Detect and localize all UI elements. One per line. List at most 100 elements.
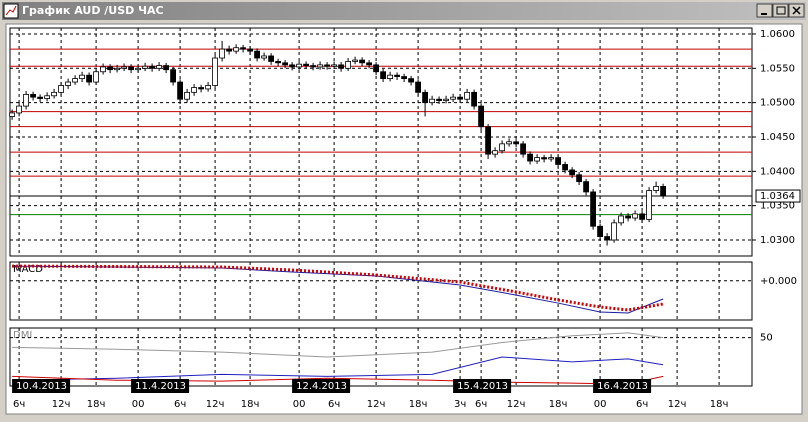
candle-body: [37, 96, 43, 99]
candle-body: [268, 55, 275, 62]
candle-body: [618, 215, 624, 224]
date-label-box: [593, 379, 652, 393]
candle-body: [548, 157, 554, 160]
chart-area: [5, 23, 803, 415]
minimize-button[interactable]: [756, 3, 773, 18]
indicator-title: DMI: [13, 330, 32, 341]
date-label-box: [292, 379, 351, 393]
x-tick-label: 6ч: [13, 399, 25, 410]
candle-body: [590, 191, 596, 227]
candle-body: [632, 213, 638, 219]
candle-body: [422, 91, 429, 104]
close-glyph: [792, 6, 801, 15]
indicator-title: MACD: [13, 264, 43, 275]
date-label: 15.4.2013: [457, 381, 508, 392]
candle-body: [352, 59, 359, 62]
candle-body: [401, 76, 408, 80]
candle-body: [16, 105, 23, 114]
indicator-line: [12, 356, 664, 381]
last-price-label: 1.0364: [760, 191, 795, 202]
x-tick-label: 18ч: [409, 399, 428, 410]
maximize-glyph: [776, 6, 786, 15]
candle-body: [394, 74, 401, 77]
x-tick-label: 00: [594, 399, 607, 410]
candle-body: [345, 61, 352, 69]
date-label: 12.4.2013: [296, 381, 347, 392]
indicator-line: [12, 332, 664, 358]
candle-body: [541, 157, 547, 160]
candle-body: [380, 71, 387, 80]
date-label: 16.4.2013: [597, 381, 648, 392]
candle-body: [142, 65, 149, 69]
candle-body: [30, 94, 37, 98]
candle-body: [338, 64, 345, 69]
window-title: График AUD /USD ЧАС: [22, 4, 164, 17]
candle-body: [58, 85, 64, 93]
candle-body: [408, 78, 415, 83]
y-tick-label: 1.0600: [760, 29, 795, 40]
candle-body: [359, 59, 366, 64]
candle-body: [324, 64, 331, 67]
maximize-button[interactable]: [772, 3, 789, 18]
candle-body: [226, 48, 233, 52]
candle-body: [604, 236, 610, 241]
candle-body: [520, 143, 526, 155]
window-buttons[interactable]: [756, 3, 805, 18]
candle-body: [527, 153, 533, 162]
candle-body: [170, 69, 177, 83]
date-label-box: [453, 379, 512, 393]
candle-body: [436, 98, 443, 101]
last-price-box: [755, 189, 801, 203]
candle-body: [625, 215, 631, 219]
date-label: 10.4.2013: [16, 381, 67, 392]
x-tick-label: 18ч: [549, 399, 568, 410]
candle-body: [506, 141, 513, 145]
candle-body: [443, 98, 450, 101]
panel: [9, 27, 753, 257]
candle-body: [149, 65, 156, 69]
x-tick-label: 12ч: [507, 399, 526, 410]
candle-body: [9, 112, 16, 117]
candle-body: [583, 181, 589, 193]
candle-body: [569, 169, 575, 176]
candle-body: [128, 66, 135, 71]
candle-body: [303, 63, 310, 66]
candle-body: [464, 91, 471, 100]
candle-body: [233, 47, 240, 52]
candle-body: [163, 65, 170, 71]
candle-body: [121, 66, 127, 69]
candle-body: [310, 65, 317, 68]
candle-body: [51, 91, 57, 97]
candle-body: [471, 91, 478, 107]
y-tick-label: 1.0400: [760, 166, 795, 177]
x-tick-label: 18ч: [87, 399, 106, 410]
candle-body: [254, 50, 261, 59]
candle-body: [282, 62, 289, 66]
candle-body: [576, 174, 582, 183]
candle-body: [555, 157, 561, 165]
candle-body: [562, 164, 568, 171]
x-tick-label: 18ч: [241, 399, 260, 410]
candle-body: [44, 95, 50, 99]
candle-body: [317, 64, 324, 68]
candle-body: [450, 96, 457, 100]
indicator-line: [12, 264, 664, 312]
x-tick-label: 6ч: [174, 399, 186, 410]
candle-body: [86, 74, 92, 83]
candle-body: [534, 157, 540, 162]
candle-body: [457, 96, 464, 100]
x-tick-label: 12ч: [52, 399, 71, 410]
candle-body: [597, 225, 603, 237]
x-tick-label: 6ч: [475, 399, 487, 410]
y-tick-label: 1.0350: [760, 201, 795, 212]
candle-body: [366, 62, 373, 66]
candle-body: [240, 47, 247, 50]
candle-body: [639, 213, 645, 220]
candle-body: [373, 64, 380, 73]
candle-body: [387, 74, 394, 80]
x-tick-label: 12ч: [367, 399, 386, 410]
x-tick-label: 00: [293, 399, 306, 410]
candle-body: [198, 87, 205, 90]
y-tick-label: 1.0300: [760, 235, 795, 246]
